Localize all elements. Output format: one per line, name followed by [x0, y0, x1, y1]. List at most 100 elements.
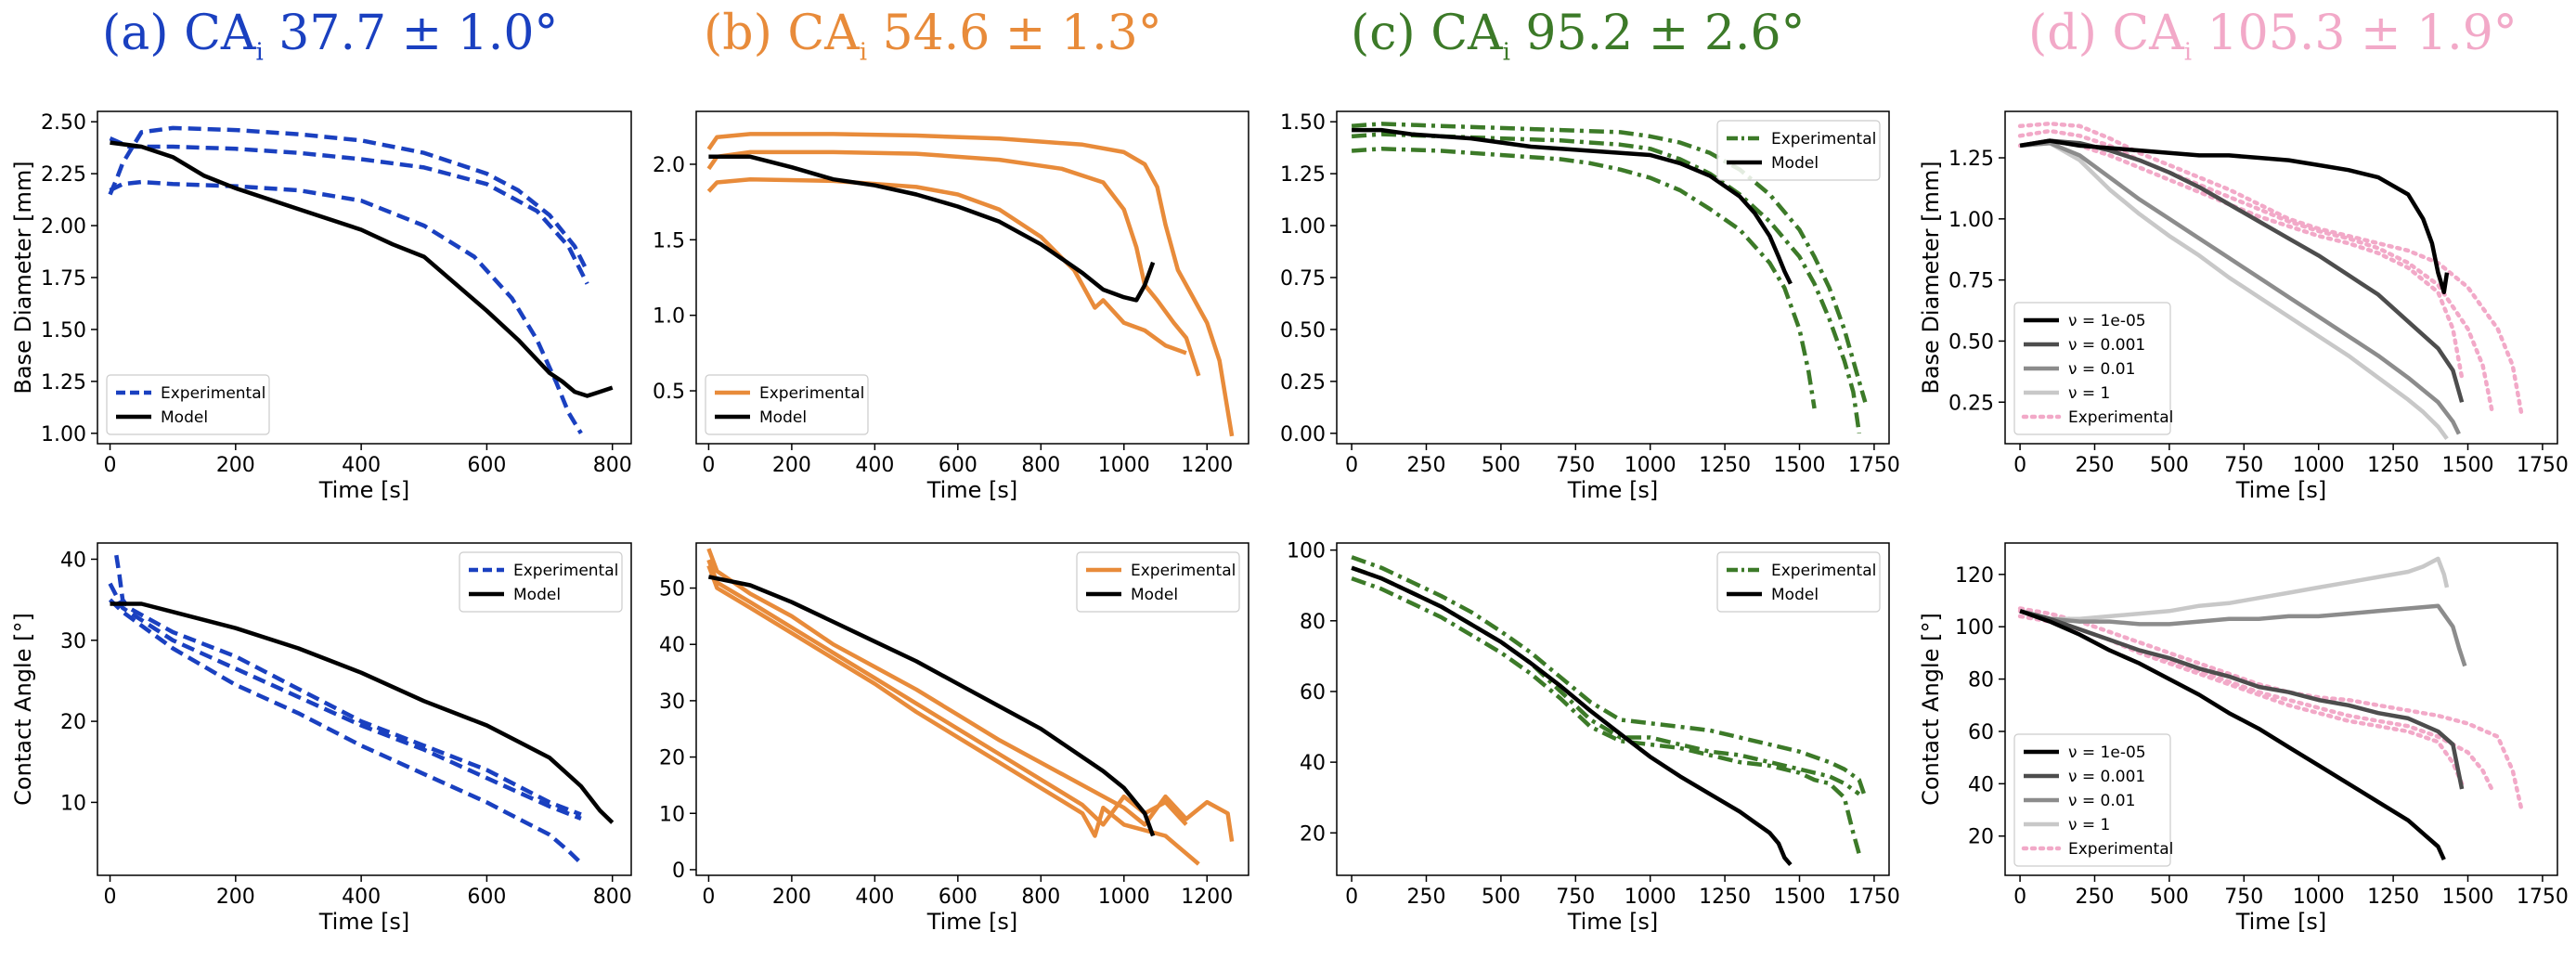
- series-line-0: [706, 132, 1235, 437]
- y-tick-label: 20: [659, 747, 685, 770]
- series-line-1: [108, 582, 582, 821]
- y-tick-label: 1.5: [653, 229, 685, 252]
- series-line-3: [707, 575, 1156, 837]
- legend-box: [1076, 551, 1240, 613]
- legend-label: Experimental: [1771, 562, 1876, 580]
- series-line-1: [109, 136, 589, 285]
- legend: Experimental Model: [705, 374, 869, 435]
- series-group: [1351, 122, 1868, 434]
- legend-label: ν = 1e-05: [2068, 744, 2146, 762]
- chart-c-bot: 0 250 500 750 1000 1250 1500 1750 20 40 60 80 100 Tim…: [1287, 540, 1900, 935]
- x-tick-label: 750: [2224, 886, 2263, 909]
- column-title-c: (c) CAi 95.2 ± 2.6°: [1351, 6, 1806, 66]
- y-tick-label: 60: [1300, 681, 1326, 705]
- legend-label: Experimental: [513, 562, 618, 580]
- series-line-0: [108, 125, 589, 273]
- x-tick-label: 750: [1556, 454, 1595, 477]
- x-tick-label: 800: [1021, 886, 1060, 909]
- x-tick-label: 1750: [1848, 886, 1900, 909]
- x-tick-label: 800: [593, 454, 632, 477]
- chart-d-top: 0 250 500 750 1000 1250 1500 1750 0.25 0.50 0.75 1.…: [1918, 110, 2569, 503]
- y-tick-label: 80: [1300, 611, 1326, 634]
- series-group: [108, 125, 614, 434]
- y-tick-label: 1.25: [1948, 148, 1994, 171]
- column-title-a-sub: i: [255, 38, 264, 67]
- x-tick-label: 250: [1406, 454, 1445, 477]
- y-tick-label: 20: [60, 711, 86, 734]
- y-tick-label: 0.25: [1280, 371, 1326, 394]
- x-tick-label: 1000: [1098, 886, 1150, 909]
- x-axis-label: Time [s]: [318, 909, 410, 935]
- x-tick-label: 400: [855, 886, 894, 909]
- chart-d-bot: 0 250 500 750 1000 1250 1500 1750 20 40 60 80 100 120…: [1918, 542, 2569, 935]
- x-tick-label: 200: [772, 886, 811, 909]
- series-line-4: [2019, 140, 2461, 435]
- x-tick-label: 0: [1345, 886, 1358, 909]
- series-line-0: [1351, 122, 1868, 403]
- series-line-2: [706, 564, 1200, 866]
- legend: ν = 1e-05 ν = 0.001 ν = 0.01 ν = 1 Experimen…: [2013, 302, 2173, 435]
- series-group: [706, 132, 1235, 437]
- column-title-b-label: (b) CA: [704, 6, 860, 61]
- series-line-0: [2017, 606, 2524, 812]
- y-tick-label: 0.00: [1280, 423, 1326, 446]
- series-line-0: [114, 554, 582, 817]
- y-tick-label: 40: [659, 634, 685, 657]
- x-tick-label: 750: [2224, 454, 2263, 477]
- y-tick-label: 100: [1287, 540, 1326, 563]
- legend-label: Model: [161, 408, 208, 427]
- legend: Experimental Model: [1716, 120, 1881, 181]
- y-tick-label: 0.75: [1280, 267, 1326, 291]
- column-title-d: (d) CAi 105.3 ± 1.9°: [2028, 6, 2518, 66]
- y-tick-label: 1.0: [653, 305, 685, 329]
- column-title-b: (b) CAi 54.6 ± 1.3°: [704, 6, 1162, 66]
- legend-label: ν = 0.01: [2068, 360, 2135, 379]
- legend-label: ν = 0.001: [2068, 768, 2145, 786]
- legend-label: ν = 1: [2068, 816, 2110, 834]
- y-axis-label: Contact Angle [°]: [10, 613, 36, 806]
- series-line-1: [706, 559, 1188, 827]
- series-line-0: [706, 548, 1235, 842]
- x-tick-label: 750: [1556, 886, 1595, 909]
- series-group: [1351, 555, 1868, 867]
- x-tick-label: 1250: [1699, 454, 1751, 477]
- x-tick-label: 250: [1406, 886, 1445, 909]
- series-line-3: [2019, 556, 2450, 621]
- legend-box: [2013, 302, 2171, 435]
- x-axis-label: Time [s]: [926, 477, 1018, 503]
- y-tick-label: 2.0: [653, 154, 685, 177]
- x-tick-label: 400: [342, 886, 381, 909]
- column-title-b-value: 54.6 ± 1.3°: [867, 6, 1162, 61]
- y-tick-label: 1.00: [1280, 215, 1326, 239]
- series-line-2: [2017, 138, 2465, 381]
- x-tick-label: 1000: [1098, 454, 1150, 477]
- y-tick-label: 1.75: [41, 267, 86, 291]
- column-title-c-value: 95.2 ± 2.6°: [1509, 6, 1806, 61]
- legend-label: ν = 0.01: [2068, 792, 2135, 810]
- x-tick-label: 600: [938, 886, 977, 909]
- y-tick-label: 40: [60, 549, 86, 572]
- legend-box: [1716, 120, 1881, 181]
- y-tick-label: 80: [1968, 669, 1994, 692]
- series-line-1: [706, 149, 1201, 377]
- x-tick-label: 800: [593, 886, 632, 909]
- plot-frame: [2004, 110, 2558, 445]
- legend-label: Model: [513, 586, 561, 604]
- y-axis-label: Base Diameter [mm]: [10, 161, 36, 394]
- x-tick-label: 1500: [2442, 454, 2494, 477]
- y-tick-label: 2.50: [41, 111, 86, 135]
- plot-frame: [1336, 542, 1890, 876]
- x-tick-label: 400: [855, 454, 894, 477]
- legend-label: ν = 1e-05: [2068, 312, 2146, 330]
- x-tick-label: 1000: [1625, 454, 1676, 477]
- y-tick-label: 0.75: [1948, 270, 1994, 293]
- series-line-4: [2019, 603, 2467, 667]
- legend-label: Experimental: [1131, 562, 1236, 580]
- column-title-c-sub: i: [1502, 38, 1510, 67]
- legend: Experimental Model: [459, 551, 623, 613]
- x-tick-label: 200: [772, 454, 811, 477]
- x-axis-label: Time [s]: [1567, 477, 1659, 503]
- x-tick-label: 1500: [1774, 454, 1826, 477]
